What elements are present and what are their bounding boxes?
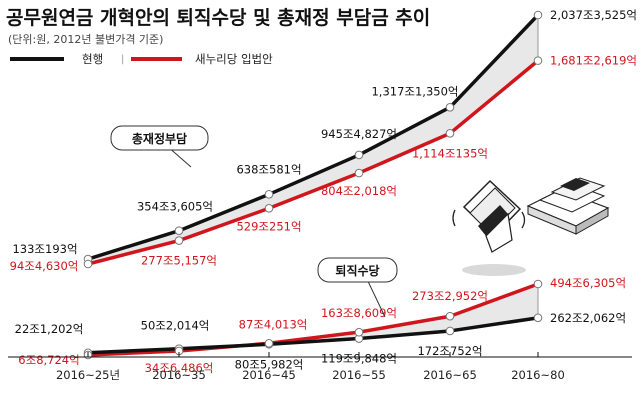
callout-label-total: 총재정부담	[132, 131, 187, 146]
data-label-current: 119조9,848억	[321, 352, 397, 366]
series-line-proposal	[87, 282, 539, 357]
data-point-current	[354, 150, 364, 160]
data-label-current: 50조2,014억	[141, 319, 210, 333]
data-label-proposal: 6조8,724억	[18, 353, 79, 367]
data-label-proposal: 273조2,952억	[412, 289, 488, 303]
data-label-current: 2,037조3,525억	[550, 8, 637, 22]
x-tick-label: 2016~80	[511, 368, 565, 382]
callout-label-retirement: 퇴직수당	[335, 263, 379, 278]
data-point-proposal	[354, 168, 364, 178]
data-point-proposal	[445, 311, 455, 321]
series-line-current	[87, 13, 540, 261]
data-label-proposal: 163조8,609억	[321, 306, 397, 320]
legend-label-current: 현행	[82, 52, 103, 66]
x-tick-label: 2016~35	[152, 368, 206, 382]
money-bundle-icon	[452, 179, 526, 276]
data-label-current: 80조5,982억	[235, 357, 304, 371]
chart-title: 공무원연금 개혁안의 퇴직수당 및 총재정 부담금 추이	[6, 7, 430, 29]
data-point-proposal	[174, 236, 184, 245]
x-axis: 2016~25년 2016~35 2016~45 2016~55 2016~65 2016…	[8, 352, 632, 382]
data-label-current: 638조581억	[236, 162, 301, 176]
data-label-proposal: 529조251억	[236, 219, 301, 233]
data-label-current: 172조752억	[417, 344, 482, 358]
data-point-proposal	[533, 56, 543, 65]
panel-total-fiscal-burden: 133조193억 354조3,605억 638조581억 945조4,827억 1,31…	[10, 8, 637, 273]
data-point-proposal	[264, 338, 274, 348]
data-point-current	[533, 10, 543, 20]
data-point-current	[445, 326, 455, 336]
data-point-current	[174, 226, 184, 235]
series-line-proposal	[87, 59, 540, 266]
data-label-current: 22조1,202억	[15, 322, 84, 336]
money-stack-icon	[526, 177, 610, 235]
x-tick-label: 2016~45	[242, 368, 296, 382]
data-label-proposal: 804조2,018억	[321, 184, 397, 198]
data-point-proposal	[445, 129, 455, 138]
data-label-proposal: 34조6,486억	[145, 361, 214, 375]
legend-separator: |	[121, 54, 124, 65]
data-label-current: 133조193억	[12, 242, 77, 256]
data-label-current: 262조2,062억	[550, 311, 626, 325]
data-point-proposal	[264, 204, 274, 213]
data-label-proposal: 94조4,630억	[10, 259, 79, 273]
callout-retirement-allowance: 퇴직수당	[317, 257, 398, 318]
panel-retirement-allowance: 22조1,202억 50조2,014억 80조5,982억 119조9,848억 172…	[15, 276, 626, 375]
data-point-proposal	[354, 327, 364, 337]
data-point-proposal	[83, 259, 93, 269]
callout-total-fiscal-burden: 총재정부담	[110, 125, 209, 168]
data-label-current: 1,317조1,350억	[371, 84, 458, 98]
x-tick-label: 2016~65	[423, 368, 477, 382]
data-label-proposal: 1,114조135억	[412, 146, 488, 160]
data-label-proposal: 494조6,305억	[550, 276, 626, 290]
data-label-proposal: 277조5,157억	[141, 254, 217, 268]
x-tick-label: 2016~55	[332, 368, 386, 382]
legend-label-proposal: 새누리당 입법안	[195, 52, 273, 66]
data-point-current	[533, 313, 543, 323]
data-label-current: 945조4,827억	[321, 127, 397, 141]
series-line-current	[87, 316, 539, 355]
data-label-current: 354조3,605억	[137, 200, 213, 214]
data-point-proposal	[533, 279, 543, 289]
data-point-current	[445, 103, 455, 112]
x-tick-label: 2016~25년	[56, 368, 120, 382]
legend: 현행 | 새누리당 입법안	[10, 52, 273, 66]
chart-subtitle: (단위:원, 2012년 불변가격 기준)	[8, 33, 163, 46]
data-label-proposal: 1,681조2,619억	[550, 54, 637, 68]
data-label-proposal: 87조4,013억	[239, 317, 308, 331]
data-point-current	[264, 190, 274, 199]
